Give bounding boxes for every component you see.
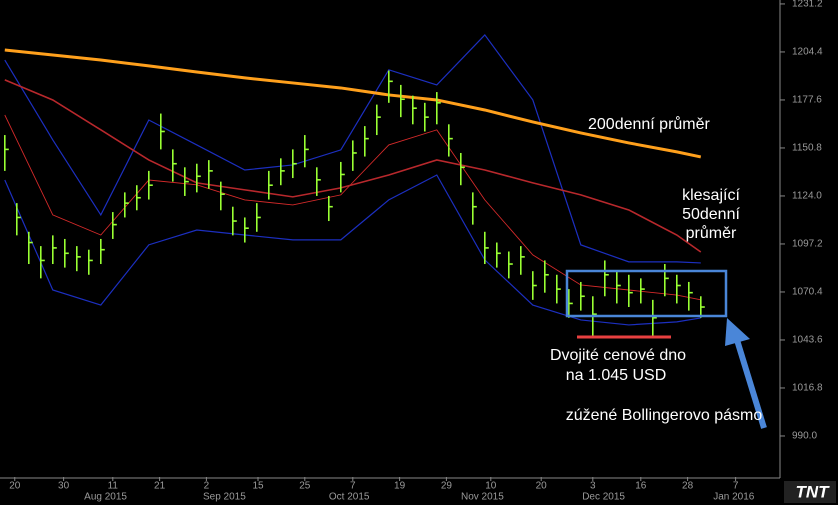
plot (4, 33, 705, 336)
x-tick-label: 25 (299, 481, 311, 492)
y-tick-label: 990.0 (792, 431, 817, 442)
logo: TNT (795, 482, 830, 501)
annotation: 200denní průměr (588, 115, 711, 133)
x-month-label: Jan 2016 (713, 492, 755, 503)
y-tick-label: 1043.6 (792, 335, 823, 346)
y-tick-label: 1204.4 (792, 47, 823, 58)
y-tick-label: 1231.2 (792, 0, 823, 10)
x-month-label: Aug 2015 (84, 492, 127, 503)
y-tick-label: 1124.0 (792, 191, 822, 202)
x-tick-label: 11 (108, 481, 119, 492)
x-tick-label: 16 (635, 481, 647, 492)
y-tick-label: 1150.8 (792, 143, 822, 154)
indicator-line (4, 33, 701, 264)
indicator-line (4, 174, 701, 326)
annotation: zúžené Bollingerovo pásmo (566, 407, 763, 424)
x-tick-label: 20 (536, 481, 548, 492)
x-tick-label: 21 (154, 481, 166, 492)
x-tick-label: 30 (58, 481, 70, 492)
x-tick-label: 29 (441, 481, 453, 492)
logo-box (784, 481, 836, 503)
x-month-label: Dec 2015 (582, 492, 625, 503)
x-month-label: Nov 2015 (461, 492, 504, 503)
x-tick-label: 7 (733, 481, 739, 492)
x-month-label: Sep 2015 (203, 492, 246, 503)
x-month-label: Oct 2015 (329, 492, 370, 503)
x-tick-label: 7 (350, 481, 356, 492)
x-tick-label: 19 (394, 481, 406, 492)
y-tick-label: 1016.8 (792, 383, 823, 394)
x-tick-label: 15 (252, 481, 264, 492)
x-tick-label: 2 (204, 481, 210, 492)
annotation: klesající (682, 187, 740, 204)
x-tick-label: 20 (9, 481, 21, 492)
arrow-head (725, 318, 750, 346)
y-tick-label: 1177.6 (792, 95, 822, 106)
indicator-line (4, 79, 702, 253)
annotation: na 1.045 USD (566, 367, 667, 384)
annotation: Dvojité cenové dno (550, 347, 686, 364)
arrow-shaft (734, 339, 767, 429)
indicator-line (4, 48, 702, 159)
x-tick-label: 3 (590, 481, 596, 492)
band-box (565, 269, 728, 318)
y-tick-label: 1097.2 (792, 239, 823, 250)
y-tick-label: 1070.4 (792, 287, 823, 298)
x-tick-label: 10 (485, 481, 497, 492)
annotation: 50denní (682, 206, 740, 223)
annotation: průměr (686, 224, 737, 242)
x-tick-label: 28 (682, 481, 694, 492)
